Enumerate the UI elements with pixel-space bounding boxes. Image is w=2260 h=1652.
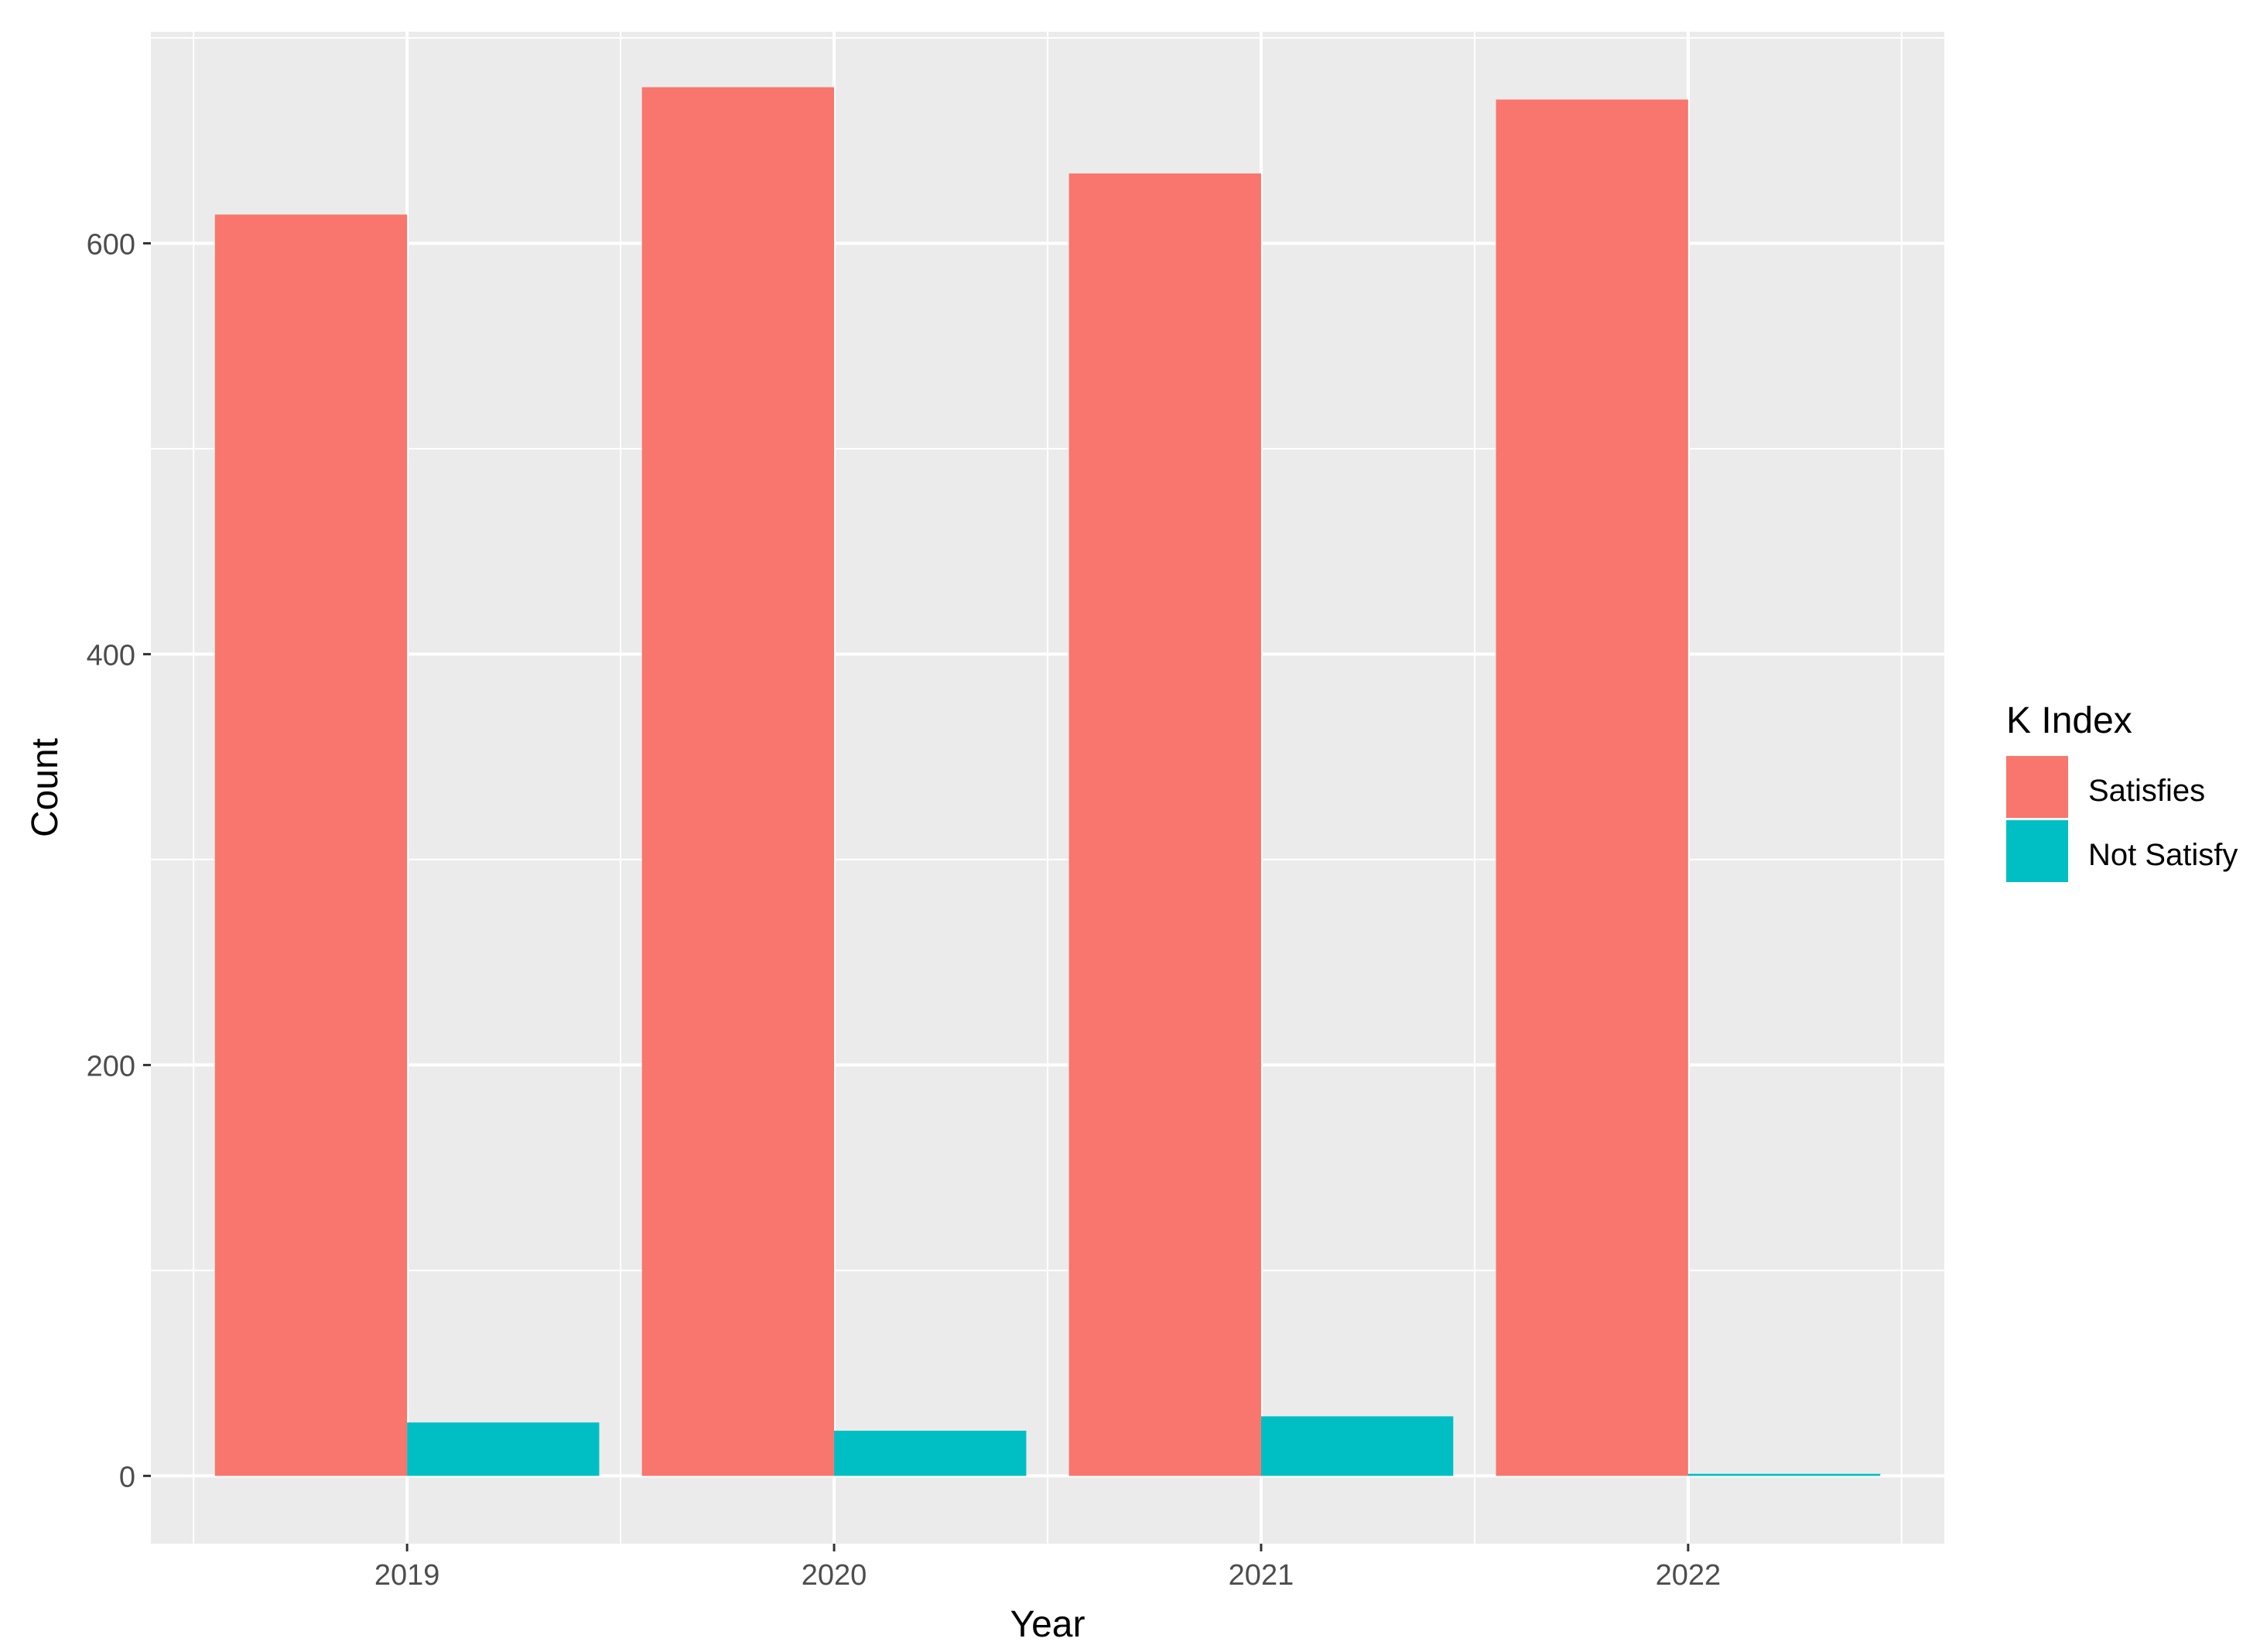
x-tick-label: 2019 <box>374 1559 440 1592</box>
bar-not-satisfy <box>834 1430 1027 1476</box>
legend-label-satisfies: Satisfies <box>2088 774 2205 808</box>
bar-satisfies <box>1496 99 1688 1476</box>
bar-satisfies <box>1068 173 1261 1476</box>
legend-label-not-satisfy: Not Satisfy <box>2088 838 2238 872</box>
legend-title: K Index <box>2006 700 2132 741</box>
x-axis-ticks: 2019 2020 2021 2022 <box>374 1544 1721 1592</box>
y-tick-label: 0 <box>119 1461 135 1493</box>
legend-key-satisfies <box>2006 756 2068 818</box>
x-tick-label: 2021 <box>1229 1559 1294 1592</box>
x-tick-label: 2020 <box>802 1559 867 1592</box>
legend-key-not-satisfy <box>2006 820 2068 882</box>
x-tick-label: 2022 <box>1656 1559 1721 1592</box>
bar-not-satisfy <box>407 1422 600 1476</box>
bar-satisfies <box>641 87 835 1476</box>
y-axis-ticks: 0 200 400 600 <box>87 228 151 1493</box>
bar-not-satisfy <box>1687 1473 1881 1476</box>
y-tick-label: 200 <box>87 1050 135 1083</box>
bar-satisfies <box>214 214 408 1476</box>
y-tick-label: 600 <box>87 228 135 261</box>
x-axis-title: Year <box>1010 1604 1086 1645</box>
legend: K Index Satisfies Not Satisfy <box>2006 700 2238 882</box>
bar-not-satisfy <box>1260 1416 1454 1476</box>
bars <box>214 87 1881 1476</box>
y-tick-label: 400 <box>87 639 135 672</box>
minor-gridlines <box>151 32 1944 1544</box>
y-axis-title: Count <box>25 738 66 837</box>
